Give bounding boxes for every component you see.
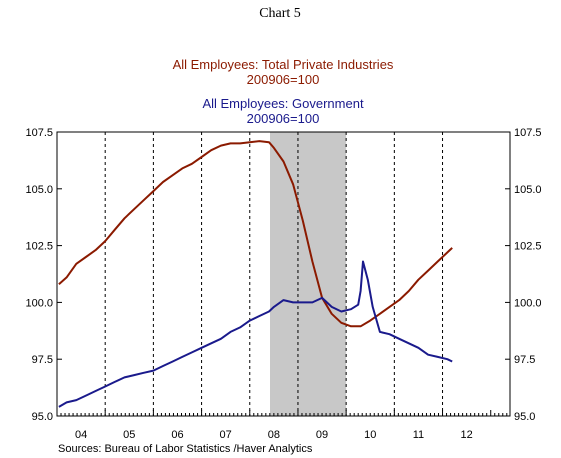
year-gridlines <box>104 132 444 416</box>
chart-header: Chart 5 <box>259 6 301 21</box>
x-tick-label: 04 <box>75 429 87 441</box>
y-tick-label: 95.0 <box>514 411 535 423</box>
y-axis-right: 95.0 97.5 100.0 102.5 105.0 107.5 <box>505 127 542 423</box>
y-tick-label: 107.5 <box>514 127 542 139</box>
data-series <box>58 140 453 408</box>
y-axis-left: 95.0 97.5 100.0 102.5 105.0 107.5 <box>25 127 62 423</box>
y-tick-label: 107.5 <box>25 127 53 139</box>
x-axis: 04 05 06 07 08 09 10 11 12 <box>56 410 508 441</box>
source-note: Sources: Bureau of Labor Statistics /Hav… <box>58 443 313 455</box>
x-tick-label: 05 <box>123 429 135 441</box>
chart-title-line: All Employees: Total Private Industries <box>173 57 394 72</box>
x-tick-label: 10 <box>364 429 376 441</box>
recession-shading <box>270 132 347 416</box>
recession-band <box>270 132 347 416</box>
y-tick-label: 105.0 <box>25 184 53 196</box>
y-tick-label: 100.0 <box>514 297 542 309</box>
series-line <box>58 260 453 408</box>
y-tick-label: 102.5 <box>514 241 542 253</box>
series-line <box>58 140 453 328</box>
y-tick-label: 102.5 <box>25 241 53 253</box>
y-tick-label: 95.0 <box>32 411 53 423</box>
chart-titles: All Employees: Total Private Industries2… <box>173 57 394 126</box>
x-tick-label: 07 <box>220 429 232 441</box>
x-tick-label: 12 <box>461 429 473 441</box>
chart-title-line: 200906=100 <box>247 72 320 87</box>
y-tick-label: 97.5 <box>32 354 53 366</box>
y-tick-label: 97.5 <box>514 354 535 366</box>
chart-title-line: 200906=100 <box>247 111 320 126</box>
x-tick-label: 11 <box>413 429 424 441</box>
chart-title-line: All Employees: Government <box>202 96 364 111</box>
x-tick-label: 06 <box>171 429 183 441</box>
plot-frame <box>56 131 511 417</box>
y-tick-label: 100.0 <box>25 297 53 309</box>
x-tick-label: 08 <box>268 429 280 441</box>
x-tick-label: 09 <box>316 429 328 441</box>
y-tick-label: 105.0 <box>514 184 542 196</box>
